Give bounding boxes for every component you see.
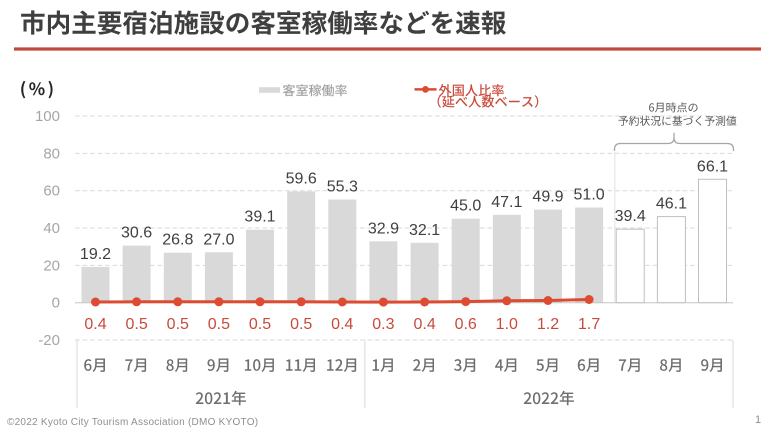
svg-text:0.3: 0.3 — [372, 316, 394, 333]
svg-text:1.7: 1.7 — [578, 316, 600, 333]
svg-text:0.4: 0.4 — [413, 316, 435, 333]
svg-text:26.8: 26.8 — [162, 232, 193, 249]
svg-text:49.9: 49.9 — [532, 189, 563, 206]
svg-text:51.0: 51.0 — [574, 187, 605, 204]
svg-text:0.4: 0.4 — [331, 316, 353, 333]
svg-text:45.0: 45.0 — [450, 198, 481, 215]
svg-text:20: 20 — [43, 257, 60, 274]
svg-text:80: 80 — [43, 145, 60, 162]
svg-text:19.2: 19.2 — [80, 246, 111, 263]
svg-text:1.0: 1.0 — [496, 316, 518, 333]
svg-text:39.1: 39.1 — [244, 209, 275, 226]
svg-text:55.3: 55.3 — [327, 179, 358, 196]
svg-text:0.5: 0.5 — [249, 316, 271, 333]
svg-text:32.1: 32.1 — [409, 222, 440, 239]
svg-text:59.6: 59.6 — [286, 170, 317, 187]
svg-text:100: 100 — [35, 108, 60, 125]
svg-text:32.9: 32.9 — [368, 220, 399, 237]
svg-text:30.6: 30.6 — [121, 225, 152, 242]
svg-text:-20: -20 — [38, 332, 60, 349]
svg-text:27.0: 27.0 — [203, 231, 234, 248]
svg-text:40: 40 — [43, 220, 60, 237]
svg-text:66.1: 66.1 — [697, 158, 728, 175]
svg-text:60: 60 — [43, 183, 60, 200]
svg-text:1: 1 — [755, 414, 761, 426]
svg-text:0.5: 0.5 — [125, 316, 147, 333]
svg-text:47.1: 47.1 — [491, 194, 522, 211]
svg-text:39.4: 39.4 — [615, 208, 646, 225]
svg-text:0.5: 0.5 — [208, 316, 230, 333]
svg-text:0.5: 0.5 — [290, 316, 312, 333]
svg-text:©2022 Kyoto City Tourism Assoc: ©2022 Kyoto City Tourism Association (DM… — [7, 417, 258, 428]
svg-text:46.1: 46.1 — [656, 196, 687, 213]
svg-text:0.4: 0.4 — [84, 316, 106, 333]
svg-text:0: 0 — [52, 295, 60, 312]
svg-text:0.6: 0.6 — [455, 316, 477, 333]
svg-text:0.5: 0.5 — [167, 316, 189, 333]
svg-text:1.2: 1.2 — [537, 316, 559, 333]
